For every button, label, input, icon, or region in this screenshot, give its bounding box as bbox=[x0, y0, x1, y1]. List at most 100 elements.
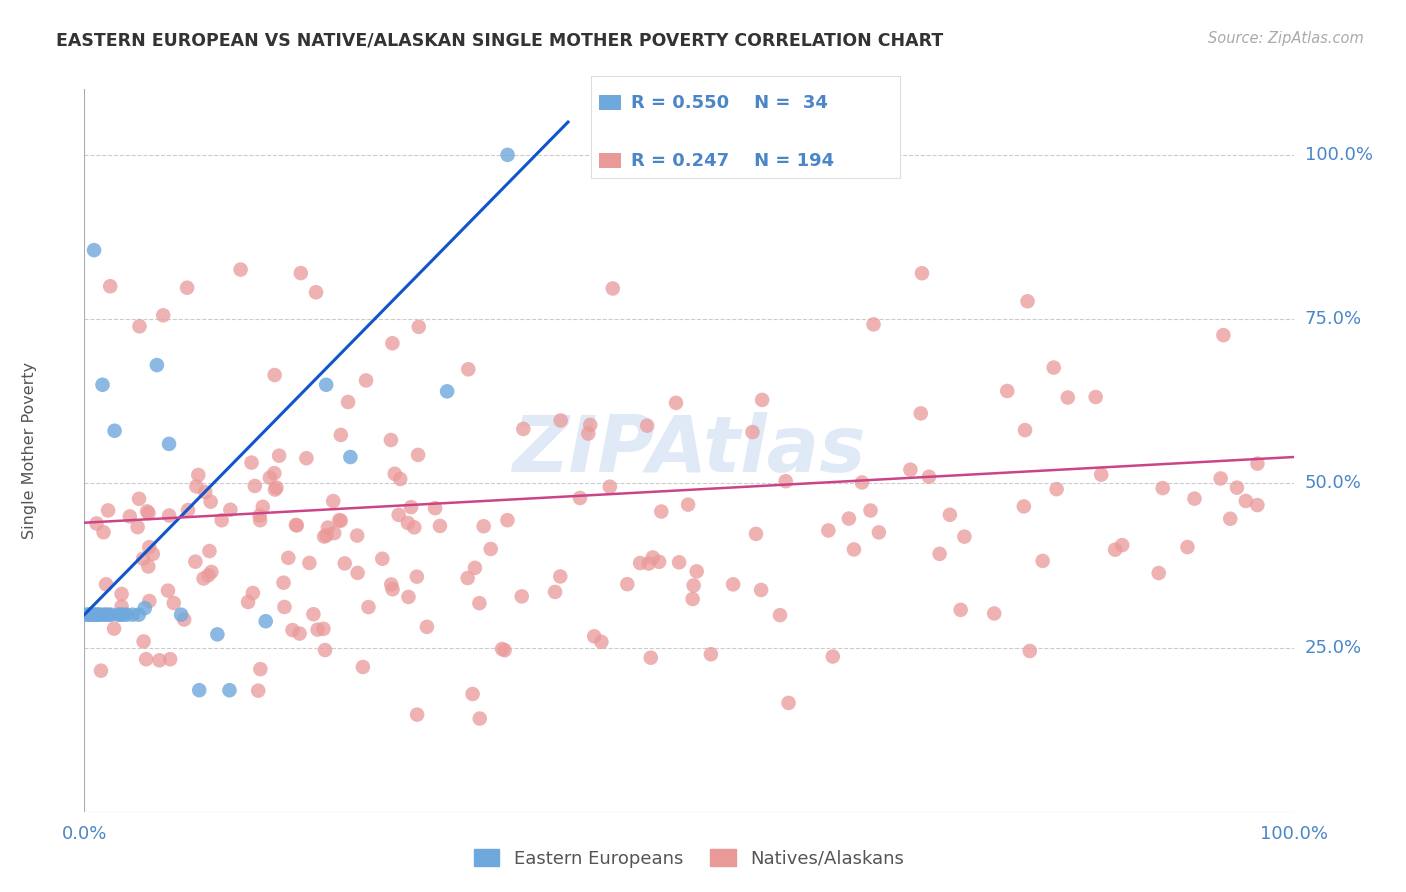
Point bbox=[510, 590, 533, 604]
Point bbox=[142, 547, 165, 561]
Point bbox=[384, 467, 406, 481]
Point bbox=[127, 520, 149, 534]
Point bbox=[859, 503, 882, 517]
Point bbox=[273, 575, 295, 590]
Point bbox=[910, 406, 932, 420]
Point bbox=[1147, 566, 1170, 580]
Point bbox=[94, 607, 117, 622]
Point bbox=[218, 683, 240, 698]
Point bbox=[461, 687, 484, 701]
Point bbox=[918, 469, 941, 483]
Point bbox=[219, 502, 242, 516]
Point bbox=[83, 243, 105, 257]
Point bbox=[339, 450, 361, 464]
Point bbox=[314, 643, 336, 657]
Point bbox=[305, 285, 328, 300]
Point bbox=[953, 530, 976, 544]
Point bbox=[236, 595, 259, 609]
Point bbox=[640, 650, 662, 665]
Point bbox=[1152, 481, 1174, 495]
Point bbox=[775, 475, 797, 489]
Point bbox=[388, 508, 411, 522]
Point bbox=[751, 392, 773, 407]
Point bbox=[544, 585, 567, 599]
Point bbox=[682, 592, 704, 607]
Point bbox=[242, 586, 264, 600]
Point bbox=[396, 516, 419, 530]
Point bbox=[842, 542, 865, 557]
Point bbox=[741, 425, 763, 439]
Point bbox=[337, 395, 360, 409]
Text: R = 0.550    N =  34: R = 0.550 N = 34 bbox=[631, 94, 828, 112]
Point bbox=[86, 607, 108, 622]
Point bbox=[583, 629, 606, 643]
Point bbox=[77, 607, 100, 622]
Point bbox=[259, 470, 281, 484]
Point bbox=[436, 384, 458, 399]
Point bbox=[949, 603, 972, 617]
Point bbox=[333, 557, 356, 571]
Point bbox=[273, 599, 295, 614]
Point bbox=[700, 647, 723, 661]
Point bbox=[83, 607, 105, 622]
Point bbox=[512, 422, 534, 436]
Point bbox=[851, 475, 873, 490]
Point bbox=[1246, 498, 1268, 512]
Point bbox=[243, 479, 266, 493]
Point bbox=[197, 568, 219, 582]
Point bbox=[240, 456, 263, 470]
Point bbox=[668, 555, 690, 569]
Point bbox=[429, 519, 451, 533]
Point bbox=[269, 449, 291, 463]
Text: R = 0.247    N = 194: R = 0.247 N = 194 bbox=[631, 152, 834, 169]
Point bbox=[134, 601, 156, 615]
Point bbox=[576, 426, 599, 441]
Point bbox=[132, 551, 155, 566]
Point bbox=[591, 635, 613, 649]
Point bbox=[398, 590, 420, 604]
Point bbox=[637, 557, 659, 571]
Point bbox=[94, 577, 117, 591]
Point bbox=[939, 508, 962, 522]
Point bbox=[599, 480, 621, 494]
Point bbox=[628, 556, 651, 570]
Point bbox=[156, 583, 179, 598]
Point bbox=[91, 377, 114, 392]
Text: Single Mother Poverty: Single Mother Poverty bbox=[22, 362, 38, 539]
Point bbox=[290, 266, 312, 280]
Point bbox=[249, 513, 271, 527]
Point bbox=[569, 491, 592, 505]
Point bbox=[322, 494, 344, 508]
Point bbox=[838, 511, 860, 525]
Point bbox=[1209, 471, 1232, 485]
Point bbox=[152, 309, 174, 323]
Point bbox=[157, 437, 180, 451]
Point bbox=[198, 544, 221, 558]
Point bbox=[184, 555, 207, 569]
Point bbox=[200, 565, 222, 579]
Point bbox=[121, 607, 143, 622]
Point bbox=[110, 607, 132, 622]
Point bbox=[1090, 467, 1112, 482]
Point bbox=[285, 518, 308, 533]
Point bbox=[1032, 554, 1054, 568]
Point bbox=[266, 481, 288, 495]
Point bbox=[406, 707, 429, 722]
Point bbox=[928, 547, 950, 561]
Point bbox=[616, 577, 638, 591]
Point bbox=[298, 556, 321, 570]
Point bbox=[177, 503, 200, 517]
Point bbox=[380, 577, 402, 591]
Point bbox=[315, 528, 337, 542]
Point bbox=[207, 627, 229, 641]
Point bbox=[76, 607, 98, 622]
Point bbox=[404, 520, 426, 534]
Point bbox=[103, 622, 125, 636]
Point bbox=[346, 528, 368, 542]
Point bbox=[136, 559, 159, 574]
Point bbox=[579, 417, 602, 432]
Point bbox=[1219, 512, 1241, 526]
Point bbox=[128, 319, 150, 334]
Point bbox=[104, 424, 127, 438]
Point bbox=[550, 413, 572, 427]
